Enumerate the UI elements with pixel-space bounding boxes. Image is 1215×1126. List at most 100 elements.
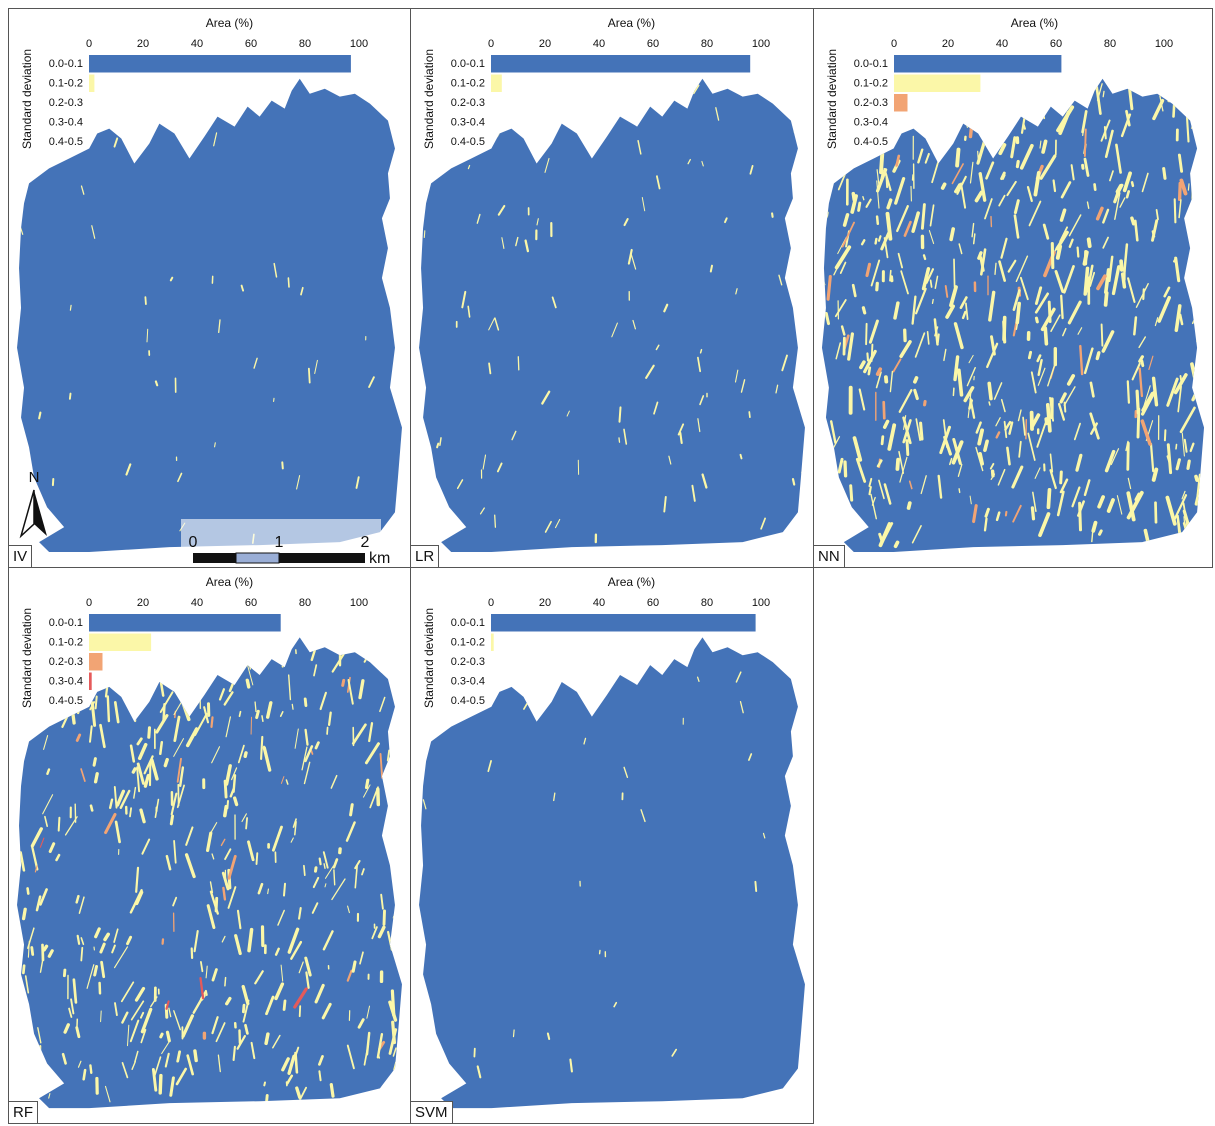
std-patch bbox=[347, 905, 350, 914]
legend-class-label: 0.3-0.4 bbox=[49, 676, 83, 688]
std-patch bbox=[1181, 432, 1185, 457]
std-patch bbox=[254, 701, 257, 713]
std-patch bbox=[875, 215, 880, 226]
std-patch bbox=[931, 298, 934, 305]
std-patch bbox=[223, 779, 228, 799]
std-patch bbox=[1032, 491, 1037, 513]
std-patch bbox=[282, 999, 287, 1011]
std-patch bbox=[748, 411, 751, 419]
std-patch bbox=[1189, 442, 1195, 453]
std-patch bbox=[35, 1086, 41, 1098]
std-patch bbox=[368, 722, 374, 743]
std-patch bbox=[298, 906, 302, 920]
std-patch bbox=[1106, 498, 1115, 513]
std-patch bbox=[392, 1047, 397, 1057]
std-patch bbox=[623, 218, 629, 227]
std-patch bbox=[341, 678, 346, 687]
legend-axis-tick: 60 bbox=[245, 38, 257, 50]
std-patch bbox=[826, 274, 832, 301]
std-patch bbox=[243, 751, 248, 759]
std-patch bbox=[1062, 327, 1067, 337]
std-patch bbox=[868, 477, 873, 488]
std-patch bbox=[1096, 274, 1107, 291]
std-patch bbox=[144, 296, 147, 306]
std-patch bbox=[954, 183, 962, 194]
std-patch bbox=[211, 1016, 219, 1035]
std-patch bbox=[78, 896, 85, 914]
std-patch bbox=[223, 691, 234, 706]
std-patch bbox=[262, 746, 272, 772]
std-patch bbox=[1162, 167, 1167, 180]
std-patch bbox=[376, 787, 381, 807]
std-patch bbox=[1090, 422, 1098, 435]
map-panel-lr: Area (%) Standard deviation 0 20 40 60 80 100 0.… bbox=[410, 8, 814, 568]
std-patch bbox=[924, 152, 930, 164]
std-patch bbox=[94, 695, 98, 710]
std-patch bbox=[623, 766, 629, 779]
std-patch bbox=[423, 230, 426, 239]
std-patch bbox=[436, 442, 440, 449]
std-patch bbox=[840, 325, 846, 336]
std-patch bbox=[1166, 455, 1171, 464]
std-patch bbox=[867, 366, 872, 376]
std-patch bbox=[99, 942, 106, 954]
nn-legend: Area (%) Standard deviation 0 20 40 60 80 100 0.… bbox=[825, 16, 1173, 149]
std-patch bbox=[1103, 291, 1109, 307]
std-patch bbox=[37, 1027, 42, 1044]
std-patch bbox=[501, 237, 505, 249]
legend-class-label: 0.2-0.3 bbox=[854, 97, 888, 109]
std-patch bbox=[185, 727, 199, 748]
std-patch bbox=[876, 169, 880, 187]
std-patch bbox=[21, 907, 27, 921]
std-patch bbox=[113, 946, 129, 969]
std-patch bbox=[1101, 330, 1115, 353]
std-patch bbox=[709, 264, 713, 273]
legend-bar bbox=[894, 94, 908, 112]
std-patch bbox=[849, 399, 853, 407]
std-patch bbox=[653, 401, 659, 415]
std-patch bbox=[1002, 315, 1007, 342]
std-patch bbox=[951, 163, 964, 185]
std-patch bbox=[1131, 362, 1141, 381]
std-patch bbox=[544, 520, 552, 533]
std-patch bbox=[357, 1018, 365, 1029]
std-patch bbox=[940, 182, 947, 190]
std-patch bbox=[361, 868, 365, 876]
std-patch bbox=[889, 370, 894, 393]
std-patch bbox=[911, 524, 922, 544]
std-patch bbox=[998, 194, 1006, 207]
std-patch bbox=[955, 147, 961, 168]
std-patch bbox=[1186, 459, 1191, 470]
std-patch bbox=[825, 500, 830, 516]
lr-map bbox=[419, 78, 805, 553]
legend-axis-tick: 80 bbox=[701, 597, 713, 609]
std-patch bbox=[30, 827, 43, 848]
std-patch bbox=[762, 832, 766, 839]
std-patch bbox=[19, 851, 26, 872]
std-patch bbox=[181, 1014, 194, 1038]
svm-legend: Area (%) Standard deviation 0 20 40 60 80 100 0.… bbox=[422, 575, 770, 708]
std-patch bbox=[359, 951, 364, 965]
std-patch bbox=[310, 749, 314, 755]
std-patch bbox=[1151, 467, 1159, 482]
std-patch bbox=[885, 211, 893, 241]
std-patch bbox=[937, 474, 943, 499]
std-patch bbox=[1095, 85, 1102, 115]
std-patch bbox=[176, 757, 182, 783]
std-patch bbox=[931, 159, 940, 184]
std-patch bbox=[241, 984, 250, 1006]
std-patch bbox=[1175, 458, 1181, 471]
std-patch bbox=[951, 440, 964, 465]
std-patch bbox=[211, 746, 221, 764]
std-patch bbox=[1173, 257, 1178, 263]
std-patch bbox=[34, 865, 38, 873]
std-patch bbox=[92, 757, 97, 767]
std-patch bbox=[224, 848, 232, 861]
std-patch bbox=[1049, 469, 1057, 490]
std-patch bbox=[184, 853, 196, 879]
std-patch bbox=[875, 371, 882, 389]
std-patch bbox=[121, 1011, 129, 1024]
std-patch bbox=[835, 342, 842, 360]
std-patch bbox=[870, 493, 877, 520]
std-patch bbox=[949, 227, 955, 242]
